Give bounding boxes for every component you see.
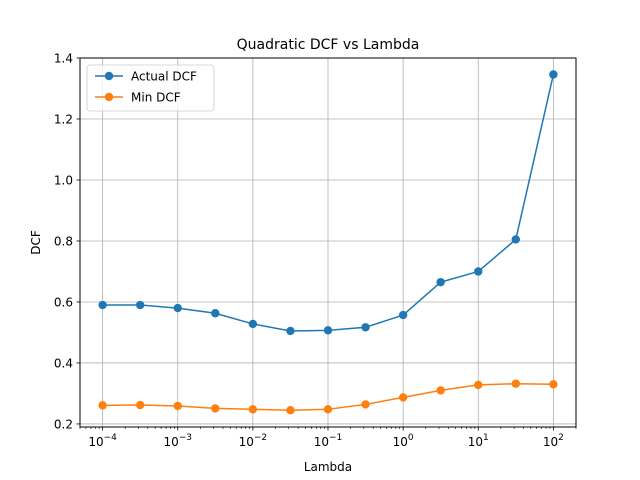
data-point [323,326,333,335]
data-point [436,386,445,395]
x-axis-label: Lambda [304,460,352,474]
x-tick-label: 10−2 [239,433,268,449]
legend-marker [104,71,114,81]
data-point [211,309,220,318]
y-tick-label: 0.6 [54,295,73,309]
data-point [286,326,295,336]
legend-marker [104,92,114,102]
x-tick-label: 100 [393,433,414,449]
x-tick-label: 10−3 [163,433,192,449]
legend-label: Min DCF [131,91,181,105]
data-point [549,70,558,79]
data-point [98,300,107,310]
legend: Actual DCF Min DCF [86,64,215,112]
y-tick-label: 1.4 [54,52,73,66]
y-tick-label: 0.8 [54,234,73,248]
y-tick-label: 1.0 [54,173,73,187]
data-point [286,406,295,415]
series-layer [98,70,558,415]
data-point [323,405,333,414]
data-point [361,400,370,409]
data-point [248,319,258,329]
x-tick-label: 10−4 [88,433,117,449]
legend-label: Actual DCF [131,70,197,84]
data-point [248,405,258,414]
data-point [474,380,483,390]
x-tick-label: 101 [468,433,489,449]
data-point [135,400,145,410]
data-point [173,401,182,411]
data-point [398,310,408,320]
x-tick-label: 102 [543,433,564,449]
data-point [398,393,408,402]
data-point [98,401,107,410]
data-point [135,300,145,310]
data-point [211,404,220,413]
data-point [436,277,445,287]
y-tick-label: 1.2 [54,112,73,126]
x-tick-label: 10−1 [314,433,343,449]
tick-layer: 10−4 10−3 10−2 10−1 100 101 102 0.2 0.4 0.6 0.8 1.0… [54,52,577,449]
y-tick-label: 0.2 [54,417,73,431]
data-point [549,380,558,389]
chart-title: Quadratic DCF vs Lambda [237,37,420,53]
data-point [474,267,483,276]
data-point [173,303,182,313]
data-point [511,235,520,244]
y-tick-label: 0.4 [54,356,73,370]
y-axis-label: DCF [29,230,43,255]
data-point [361,323,370,332]
data-point [511,379,520,388]
